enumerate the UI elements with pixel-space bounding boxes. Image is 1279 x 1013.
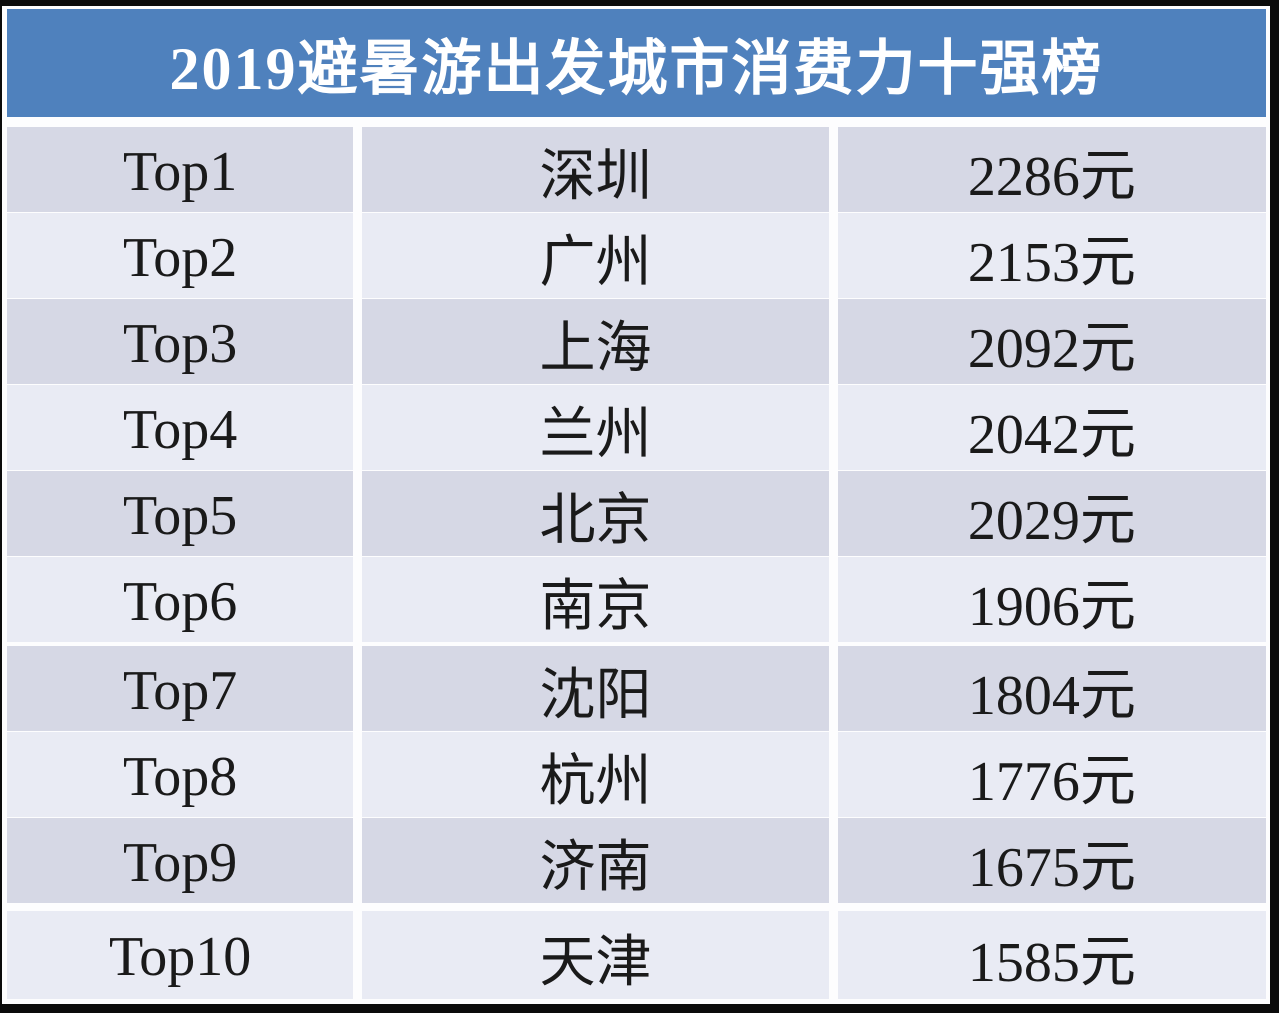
- page-title-text: 2019避暑游出发城市消费力十强榜: [169, 35, 1104, 102]
- rank-cell: Top9: [7, 818, 354, 903]
- rank-cell: Top3: [7, 299, 354, 384]
- table-row: Top2 广州 2153元: [7, 213, 1266, 298]
- price-cell: 1906元: [837, 557, 1266, 642]
- price-cell: 2286元: [837, 127, 1266, 212]
- price-cell: 2153元: [837, 213, 1266, 298]
- price-cell: 1675元: [837, 818, 1266, 903]
- price-cell: 1804元: [837, 646, 1266, 731]
- city-cell: 杭州: [362, 732, 829, 817]
- city-cell: 天津: [362, 911, 829, 999]
- city-cell: 上海: [362, 299, 829, 384]
- city-cell: 兰州: [362, 385, 829, 470]
- table-row: Top6 南京 1906元: [7, 557, 1266, 642]
- table-row: Top7 沈阳 1804元: [7, 646, 1266, 731]
- table-row: Top10 天津 1585元: [7, 911, 1266, 999]
- price-cell: 2029元: [837, 471, 1266, 556]
- city-cell: 南京: [362, 557, 829, 642]
- price-cell: 2042元: [837, 385, 1266, 470]
- table-row: Top5 北京 2029元: [7, 471, 1266, 556]
- price-cell: 1776元: [837, 732, 1266, 817]
- price-cell: 1585元: [837, 911, 1266, 999]
- rank-cell: Top1: [7, 127, 354, 212]
- rank-cell: Top6: [7, 557, 354, 642]
- city-cell: 济南: [362, 818, 829, 903]
- table-row: Top9 济南 1675元: [7, 818, 1266, 903]
- city-cell: 沈阳: [362, 646, 829, 731]
- page-title: 2019避暑游出发城市消费力十强榜: [7, 9, 1266, 117]
- ranking-table: Top1 深圳 2286元 Top2 广州 2153元 Top3 上海 2092…: [7, 127, 1266, 999]
- city-cell: 深圳: [362, 127, 829, 212]
- table-row: Top1 深圳 2286元: [7, 127, 1266, 212]
- city-cell: 广州: [362, 213, 829, 298]
- price-cell: 2092元: [837, 299, 1266, 384]
- table-row: Top4 兰州 2042元: [7, 385, 1266, 470]
- rank-cell: Top5: [7, 471, 354, 556]
- rank-cell: Top4: [7, 385, 354, 470]
- rank-cell: Top10: [7, 911, 354, 999]
- rank-cell: Top8: [7, 732, 354, 817]
- rank-cell: Top7: [7, 646, 354, 731]
- table-row: Top3 上海 2092元: [7, 299, 1266, 384]
- table-row: Top8 杭州 1776元: [7, 732, 1266, 817]
- rank-cell: Top2: [7, 213, 354, 298]
- city-cell: 北京: [362, 471, 829, 556]
